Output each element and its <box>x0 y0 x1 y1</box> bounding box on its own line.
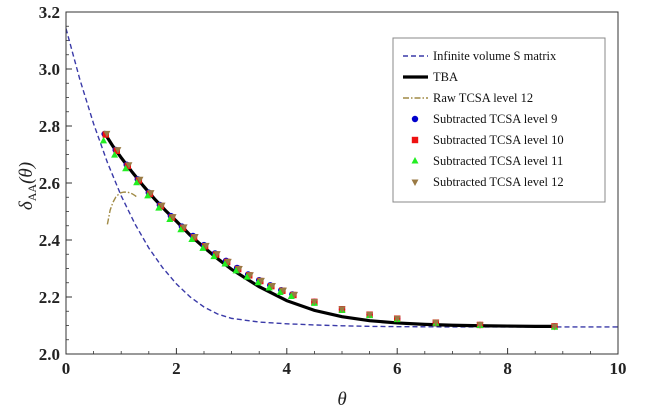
subtracted-tcsa-level-12-point <box>476 322 484 329</box>
tick-labels: 0 2 4 6 8 10 2.0 2.2 2.4 2.6 2.8 3.0 3.2 <box>39 3 627 378</box>
subtracted-tcsa-level-12-point <box>246 272 254 279</box>
subtracted-tcsa-level-11-point <box>287 292 295 299</box>
x-axis-label: θ <box>337 389 346 410</box>
y-tick-label: 3.2 <box>39 3 60 22</box>
subtracted-tcsa-level-11-point <box>188 235 196 242</box>
subtracted-tcsa-level-12-point <box>158 202 166 210</box>
legend-subtracted-tcsa-level-9-symbol <box>411 115 419 123</box>
subtracted-tcsa-level-12-point <box>202 242 210 250</box>
subtracted-tcsa-level-12-point <box>257 277 265 285</box>
subtracted-tcsa-level-11-point <box>232 266 240 274</box>
legend-raw-tcsa-level-12-label: Raw TCSA level 12 <box>433 91 533 105</box>
y-axis-label: δAA(θ) <box>16 162 39 210</box>
y-tick-label: 2.0 <box>39 345 60 364</box>
subtracted-tcsa-level-11-point <box>144 191 152 199</box>
x-tick-label: 6 <box>393 359 402 378</box>
x-tick-label: 0 <box>62 359 71 378</box>
y-tick-label: 2.6 <box>39 174 60 193</box>
subtracted-tcsa-level-11-point <box>100 136 108 144</box>
y-tick-label: 2.4 <box>39 231 61 250</box>
subtracted-tcsa-level-12-point <box>432 319 440 327</box>
subtracted-tcsa-level-12-point <box>551 323 559 331</box>
subtracted-tcsa-level-11-point <box>133 178 141 186</box>
legend-subtracted-tcsa-level-11-label: Subtracted TCSA level 11 <box>433 154 563 168</box>
subtracted-tcsa-level-12-point <box>103 130 111 138</box>
subtracted-tcsa-level-12-point <box>180 224 188 231</box>
legend-box <box>392 37 606 203</box>
y-axis-label-sub: AA <box>25 184 39 202</box>
subtracted-tcsa-level-11-point <box>199 244 207 251</box>
legend: Infinite volume S matrix TBA Raw TCSA leve… <box>392 37 606 203</box>
subtracted-tcsa-level-12-point <box>338 306 346 313</box>
legend-tba-label: TBA <box>433 70 458 84</box>
legend-subtracted-tcsa-level-11-symbol <box>411 157 419 164</box>
subtracted-tcsa-level-11-point <box>243 273 251 280</box>
subtracted-tcsa-level-12-point <box>235 265 243 273</box>
subtracted-tcsa-level-12-point <box>268 283 276 290</box>
subtracted-tcsa-level-12-point <box>393 315 401 323</box>
subtracted-tcsa-level-12-point <box>114 147 122 154</box>
subtracted-tcsa-level-12-point <box>279 287 287 295</box>
subtracted-tcsa-level-12-point <box>136 176 144 184</box>
subtracted-tcsa-level-12-point <box>366 311 374 319</box>
subtracted-tcsa-level-12-point <box>147 190 155 197</box>
y-axis-label-main: δ <box>16 200 37 210</box>
subtracted-tcsa-level-12-point <box>291 291 299 299</box>
legend-subtracted-tcsa-level-10-label: Subtracted TCSA level 10 <box>433 133 564 147</box>
subtracted-tcsa-level-11-point <box>254 278 262 286</box>
plot-frame <box>65 11 619 355</box>
plot-area <box>66 28 618 331</box>
subtracted-tcsa-level-11-point <box>155 204 163 211</box>
subtracted-tcsa-level-11-point <box>166 215 174 223</box>
subtracted-tcsa-level-11-point <box>177 225 185 233</box>
y-axis-label-arg: (θ) <box>16 162 37 184</box>
subtracted-tcsa-level-11-point <box>221 259 229 267</box>
subtracted-tcsa-level-11-point <box>276 288 284 295</box>
subtracted-tcsa-level-11-point <box>122 164 130 172</box>
legend-subtracted-tcsa-level-12-label: Subtracted TCSA level 12 <box>433 175 564 189</box>
y-tick-label: 2.2 <box>39 288 60 307</box>
raw-tcsa-level-12-line <box>106 191 139 225</box>
x-tick-label: 8 <box>503 359 512 378</box>
subtracted-tcsa-level-11-point <box>111 151 119 158</box>
infinite-volume-s-matrix-line <box>66 28 618 328</box>
legend-subtracted-tcsa-level-10-symbol <box>411 136 419 144</box>
y-tick-label: 3.0 <box>39 60 60 79</box>
subtracted-tcsa-level-11-point <box>265 283 273 291</box>
x-tick-label: 10 <box>610 359 627 378</box>
subtracted-tcsa-level-12-point <box>213 251 221 258</box>
subtracted-tcsa-level-12-point <box>224 258 232 266</box>
svg-text:δAA(θ): δAA(θ) <box>16 162 39 210</box>
subtracted-tcsa-level-12-point <box>310 299 318 306</box>
legend-infinite-volume-s-matrix-label: Infinite volume S matrix <box>433 49 557 63</box>
subtracted-tcsa-level-12-point <box>169 214 177 221</box>
x-tick-label: 4 <box>283 359 292 378</box>
x-tick-label: 2 <box>172 359 181 378</box>
legend-subtracted-tcsa-level-12-symbol <box>411 179 419 186</box>
y-tick-label: 2.8 <box>39 117 60 136</box>
subtracted-tcsa-level-12-point <box>191 234 199 241</box>
legend-subtracted-tcsa-level-9-label: Subtracted TCSA level 9 <box>433 112 557 126</box>
subtracted-tcsa-level-11-point <box>210 252 218 260</box>
subtracted-tcsa-level-12-point <box>125 162 133 169</box>
